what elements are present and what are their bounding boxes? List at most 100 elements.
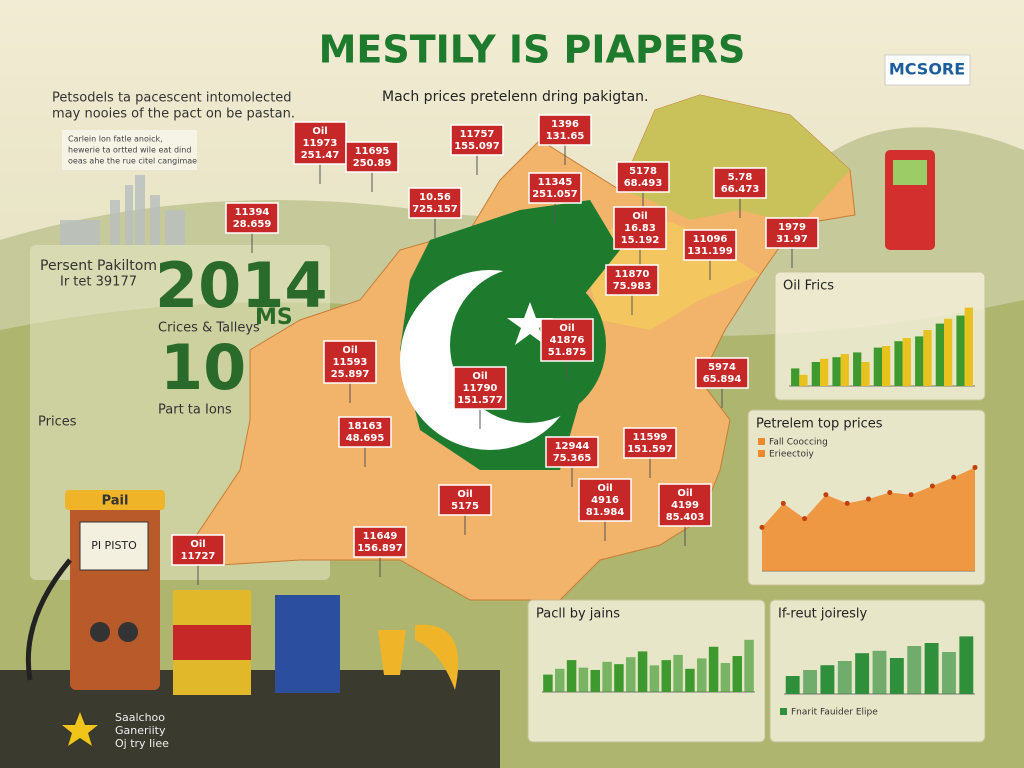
price-tag — [323, 340, 377, 384]
tag-text: 66.473 — [721, 184, 760, 195]
tag-text: 11394 — [235, 207, 270, 218]
tag-text: 725.157 — [412, 204, 458, 215]
barrel-band — [173, 625, 251, 660]
small-pump-screen — [893, 160, 927, 185]
tag-text: 11096 — [693, 234, 728, 245]
bar — [944, 318, 953, 386]
point — [908, 492, 914, 498]
tag-text: 10.56 — [419, 192, 451, 203]
bar — [811, 362, 820, 386]
bar — [964, 307, 973, 386]
tag-text: 68.493 — [624, 178, 663, 189]
point — [759, 524, 765, 530]
second-number: 10 — [160, 331, 246, 404]
second-caption: Part ta Ions — [158, 403, 232, 418]
price-tag — [353, 526, 407, 558]
bar — [894, 341, 903, 386]
tag-text: 11870 — [615, 269, 650, 280]
badge: Saalchoo — [115, 711, 165, 724]
chart-title: Oil Frics — [783, 279, 834, 294]
tag-text: 155.097 — [454, 141, 500, 152]
tag-text: 1979 — [778, 222, 806, 233]
badge: Oj try Iiee — [115, 737, 169, 750]
bar — [590, 669, 600, 692]
point — [780, 500, 786, 506]
chart-title: Pacll by jains — [536, 607, 620, 622]
price-tag — [545, 436, 599, 468]
tag-text: 5.78 — [728, 172, 753, 183]
bar — [959, 636, 974, 694]
pump-hose — [25, 558, 72, 681]
bar — [832, 357, 841, 386]
bar — [855, 653, 870, 694]
tag-text: Oil — [312, 126, 327, 137]
note: oeas ahe the rue citel cangimae — [68, 157, 197, 166]
bar — [785, 676, 800, 694]
tag-text: 11599 — [633, 432, 668, 443]
price-tag — [293, 121, 347, 165]
bar — [697, 658, 707, 692]
price-tag — [540, 318, 594, 362]
tag-text: 48.695 — [346, 433, 385, 444]
bar — [708, 646, 719, 692]
point — [823, 492, 829, 498]
tag-text: 251.47 — [301, 150, 340, 161]
price-tag — [605, 264, 659, 296]
price-tag — [578, 478, 632, 522]
tag-text: 1396 — [551, 119, 579, 130]
price-tag — [171, 534, 225, 566]
bar — [732, 656, 742, 692]
price-tag — [338, 416, 392, 448]
bar — [649, 665, 660, 692]
price-tag — [345, 141, 399, 173]
bar — [907, 646, 922, 694]
tag-text: 4199 — [671, 500, 699, 511]
tag-text: Oil — [632, 211, 647, 222]
bar — [840, 354, 849, 386]
price-tag — [713, 167, 767, 199]
point — [866, 496, 871, 502]
tag-text: 11695 — [355, 146, 390, 157]
bar — [673, 654, 683, 692]
tag-text: 15.192 — [621, 235, 660, 246]
bar — [853, 352, 862, 386]
tag-text: 81.984 — [586, 507, 625, 518]
tag-text: 151.597 — [627, 444, 673, 455]
tag-text: 251.057 — [532, 189, 578, 200]
legend-swatch — [758, 450, 765, 457]
tag-text: 28.659 — [233, 219, 272, 230]
pump-screen-text: PI PISTO — [91, 539, 137, 552]
tag-text: 131.199 — [687, 246, 733, 257]
tag-text: 11973 — [303, 138, 338, 149]
price-tag — [453, 366, 507, 410]
tag-text: 25.897 — [331, 369, 370, 380]
legend-swatch — [780, 708, 787, 715]
area — [762, 467, 975, 571]
chart-title: Petrelem top prices — [756, 417, 883, 432]
tag-text: 11345 — [538, 177, 573, 188]
bar — [661, 660, 671, 692]
point — [972, 464, 978, 470]
panel-heading: Ir tet 39177 — [60, 275, 137, 290]
bar — [902, 338, 911, 386]
price-tag — [616, 161, 670, 193]
tag-text: 75.983 — [613, 281, 652, 292]
tag-text: 5175 — [451, 501, 479, 512]
bar — [820, 665, 835, 694]
bar — [614, 664, 624, 692]
nozzle — [415, 624, 459, 690]
tag-text: 250.89 — [353, 158, 392, 169]
prices-heading: Prices — [38, 415, 77, 430]
price-tag — [613, 206, 667, 250]
chart-title: If-reut joiresly — [778, 607, 868, 622]
bar — [626, 657, 636, 692]
bar — [791, 368, 800, 386]
note-box — [62, 130, 197, 170]
tag-text: 11757 — [460, 129, 495, 140]
legend-swatch — [758, 438, 765, 445]
bar — [744, 639, 754, 692]
price-tag — [623, 427, 677, 459]
tag-text: Oil — [342, 345, 357, 356]
bar — [555, 668, 565, 692]
